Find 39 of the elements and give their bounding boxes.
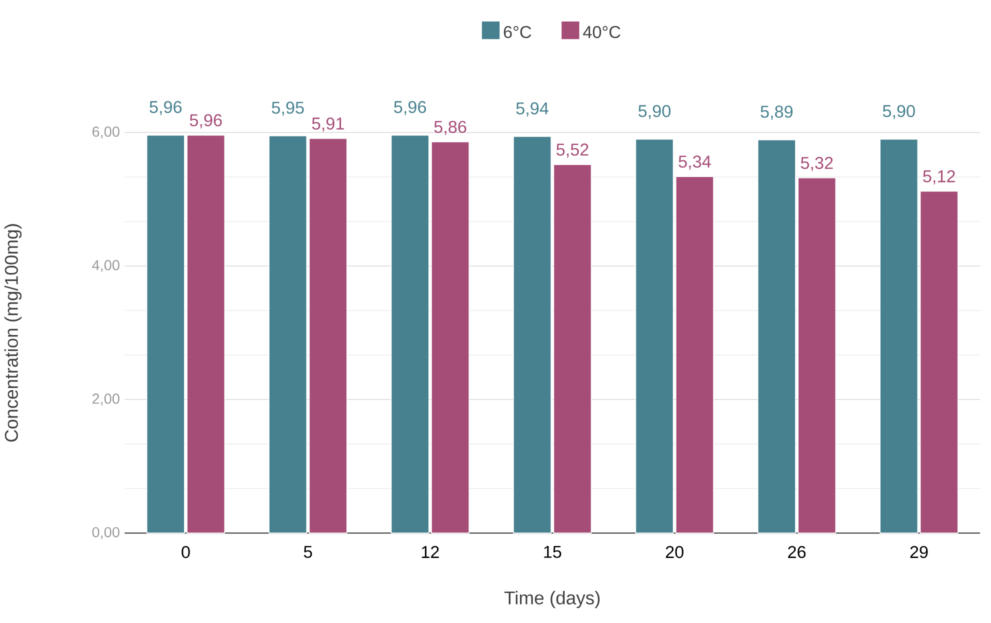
data-label: 5,32	[800, 156, 833, 172]
bar	[920, 190, 958, 534]
legend-label: 40°C	[583, 26, 620, 38]
y-tick-label: 2,00	[92, 394, 120, 406]
bar	[513, 136, 552, 534]
data-label: 5,91	[312, 117, 344, 132]
bar	[431, 141, 470, 534]
bar	[308, 138, 348, 534]
bar	[880, 138, 918, 534]
data-label: 5,89	[760, 106, 793, 120]
bar	[390, 134, 430, 534]
data-label: 5,96	[150, 100, 182, 116]
y-tick-label: 4,00	[92, 260, 120, 272]
y-axis-title: Concentration (mg/100mg)	[4, 224, 22, 442]
x-axis-title: Time (days)	[504, 590, 600, 608]
x-tick-label: 12	[422, 546, 439, 558]
x-tick-label: 15	[544, 546, 562, 558]
data-label: 5,96	[394, 100, 426, 116]
y-tick-label: 0,00	[92, 527, 120, 540]
y-tick-label: 6,00	[92, 126, 120, 138]
data-label: 5,34	[678, 156, 711, 170]
data-label: 5,52	[556, 144, 588, 158]
data-label: 5,94	[516, 102, 548, 116]
x-tick-label: 26	[788, 546, 806, 558]
data-label: 5,96	[190, 114, 222, 128]
x-tick-label: 5	[304, 546, 312, 558]
bar	[635, 138, 674, 534]
data-label: 5,12	[923, 170, 955, 184]
x-tick-label: 0	[182, 546, 190, 558]
legend-label: 6°C	[504, 26, 532, 38]
data-label: 5,86	[434, 120, 466, 135]
bar	[676, 176, 714, 534]
bar	[553, 164, 592, 534]
bar	[268, 135, 308, 534]
x-tick-label: 29	[910, 546, 928, 558]
data-label: 5,90	[882, 104, 915, 120]
x-tick-label: 20	[666, 546, 684, 558]
data-label: 5,90	[638, 104, 670, 120]
data-label: 5,95	[272, 102, 304, 116]
